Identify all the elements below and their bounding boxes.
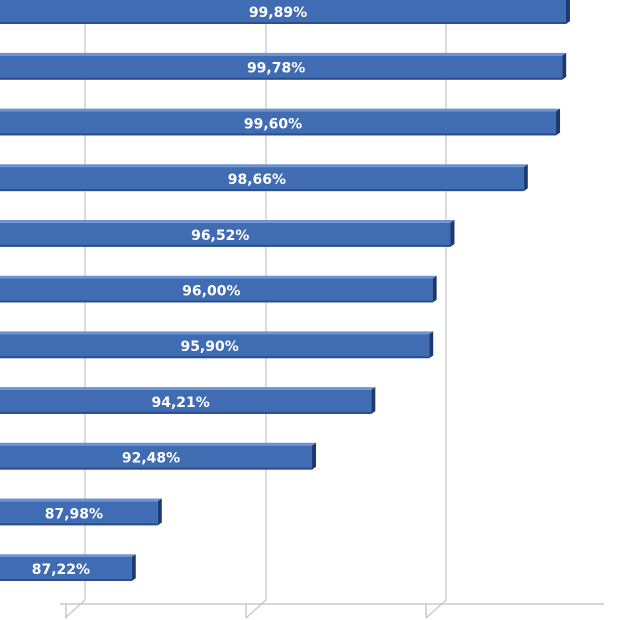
- bar-top-face: [0, 442, 317, 446]
- bar-bottom-edge: [0, 579, 132, 581]
- bar-top-face: [0, 164, 528, 168]
- bar: [0, 108, 561, 136]
- bar-value-label: 96,00%: [182, 284, 240, 300]
- bar-front-face: [0, 278, 433, 303]
- bar-bottom-edge: [0, 244, 451, 247]
- bar-value-label: 87,22%: [32, 562, 90, 578]
- bar-value-label: 96,52%: [191, 228, 249, 244]
- bar: [0, 554, 136, 581]
- bar-side-face: [556, 108, 561, 136]
- bar-top-face: [0, 498, 162, 502]
- bar-value-label: 94,21%: [151, 395, 209, 411]
- bar-side-face: [429, 331, 434, 359]
- bar-front-face: [0, 501, 158, 526]
- bar-bottom-edge: [0, 133, 557, 136]
- gridline-floor: [245, 599, 267, 619]
- bar: [0, 220, 455, 247]
- bar-top-face: [0, 52, 567, 56]
- bar: [0, 0, 570, 24]
- bar-value-label: 98,66%: [228, 172, 286, 188]
- bar-value-label: 99,78%: [247, 61, 305, 77]
- gridline-floor: [64, 599, 86, 619]
- bar-value-label: 87,98%: [45, 506, 103, 522]
- bar-top-face: [0, 220, 455, 223]
- bar: [0, 52, 567, 80]
- bar-value-label: 99,89%: [249, 5, 307, 21]
- x-axis: [60, 603, 604, 618]
- bar-bottom-edge: [0, 189, 524, 192]
- bar-top-face: [0, 387, 376, 390]
- bar-top-face: [0, 275, 437, 279]
- bar-labels: 99,89% 99,78% 99,60% 98,66% 96,52% 96,00% 95,9…: [32, 5, 307, 578]
- bar-top-face: [0, 331, 434, 335]
- bar-side-face: [312, 442, 317, 470]
- bar-bottom-edge: [0, 523, 158, 526]
- bar-bottom-edge: [0, 467, 313, 470]
- bar: [0, 498, 162, 526]
- bars: [0, 0, 570, 581]
- bar-front-face: [0, 167, 524, 192]
- bar-side-face: [450, 220, 455, 247]
- bar-front-face: [0, 334, 430, 359]
- bar: [0, 164, 528, 192]
- bar: [0, 387, 376, 414]
- bar-front-face: [0, 445, 313, 470]
- bar-bottom-edge: [0, 300, 433, 303]
- bar-front-face: [0, 111, 557, 136]
- bar: [0, 442, 317, 470]
- bar-front-face: [0, 557, 132, 581]
- bar-bottom-edge: [0, 77, 563, 80]
- bar-side-face: [371, 387, 376, 414]
- bar-front-face: [0, 389, 372, 414]
- bar-bottom-edge: [0, 356, 430, 359]
- bar: [0, 275, 437, 303]
- bar-side-face: [432, 275, 437, 303]
- bar-side-face: [131, 554, 136, 581]
- bar-side-face: [562, 52, 567, 80]
- bar-value-label: 99,60%: [244, 116, 302, 132]
- bar-front-face: [0, 55, 563, 80]
- bar-front-face: [0, 0, 566, 24]
- bar-side-face: [157, 498, 162, 526]
- bar: [0, 331, 434, 359]
- bar-bottom-edge: [0, 411, 372, 414]
- gridline-floor: [425, 599, 447, 619]
- bar-side-face: [565, 0, 570, 24]
- bar-front-face: [0, 222, 451, 247]
- bar-top-face: [0, 554, 136, 557]
- bar-bottom-edge: [0, 22, 566, 24]
- bar-side-face: [523, 164, 528, 192]
- bar-value-label: 92,48%: [122, 451, 180, 467]
- bar-top-face: [0, 108, 561, 112]
- bar-value-label: 95,90%: [180, 339, 238, 355]
